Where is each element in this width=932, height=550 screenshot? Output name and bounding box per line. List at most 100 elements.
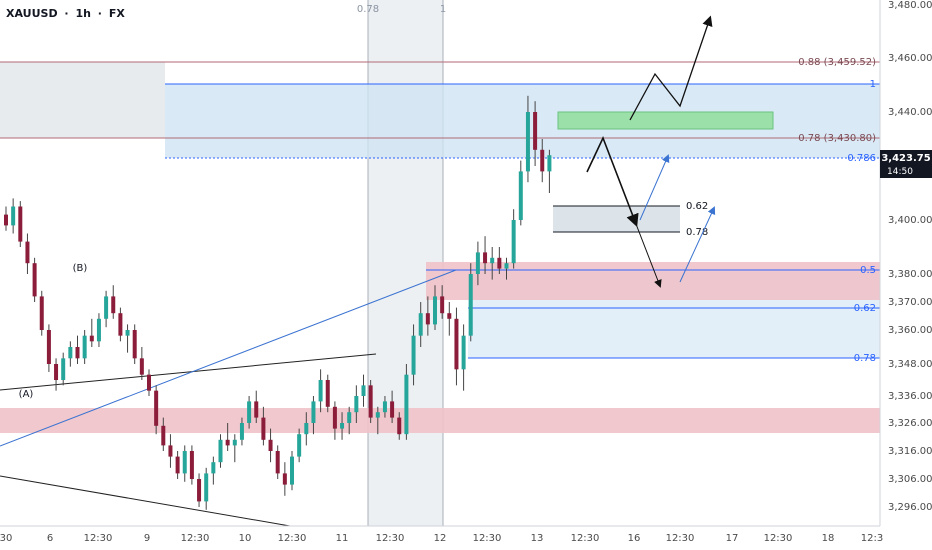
candle-body	[125, 330, 130, 336]
candle-body	[46, 330, 51, 364]
time-tick-label: 16	[628, 533, 641, 544]
candle-body	[54, 364, 59, 380]
fib-level-label: 0.786	[847, 153, 876, 164]
time-tick-label: 12	[434, 533, 447, 544]
time-tick-label: 12:30	[666, 533, 695, 544]
candle-body	[96, 318, 101, 342]
time-axis[interactable]: 30 6 12:30 9 12:30 10 12:30 11 12:30 12 12:30 13 12:…	[0, 533, 883, 544]
time-tick-label: 13	[531, 533, 544, 544]
candle-body	[540, 149, 545, 172]
candle-body	[104, 296, 109, 319]
candle-body	[197, 479, 202, 502]
candle-body	[368, 385, 373, 418]
candle-body	[175, 456, 180, 474]
fib-level-label: 0.62	[854, 303, 876, 314]
candle-body	[390, 401, 395, 418]
time-tick-label: 12:30	[571, 533, 600, 544]
candle-body	[297, 434, 302, 457]
candle-body	[490, 257, 495, 264]
candle-body	[382, 401, 387, 413]
blue-trendline	[0, 269, 457, 447]
candle-body	[375, 412, 380, 418]
candle-body	[254, 401, 259, 418]
time-tick-label: 18	[822, 533, 835, 544]
candle-body	[454, 318, 459, 370]
candle-body	[497, 257, 502, 269]
time-tick-label: 12:30	[376, 533, 405, 544]
time-tick-label: 12:30	[764, 533, 793, 544]
candle-body	[268, 439, 273, 451]
candle-body	[89, 335, 94, 342]
candle-body	[290, 456, 294, 485]
symbol-sep: ·	[64, 7, 68, 20]
price-tick-label: 3,326.00	[888, 418, 932, 429]
price-tick-label: 3,380.00	[888, 269, 932, 280]
bear-scenario-arrow	[586, 135, 639, 227]
time-tick-label: 12:30	[473, 533, 502, 544]
symbol-name: XAUUSD	[6, 7, 58, 20]
candle-body	[75, 347, 80, 359]
price-tick-label: 3,460.00	[888, 53, 932, 64]
target-zone	[557, 111, 774, 130]
candle-body	[468, 274, 473, 336]
candle-body	[440, 296, 445, 314]
price-axis-bg[interactable]	[880, 0, 932, 526]
candle-body	[18, 206, 23, 242]
channel-upper-line	[0, 353, 377, 391]
candle-body	[25, 241, 30, 264]
annotations-layer: (A) (B)	[19, 15, 716, 400]
candle-body	[39, 296, 44, 330]
demand-zone-lower	[0, 408, 880, 433]
candle-body	[518, 171, 523, 220]
time-tick-label: 10	[239, 533, 252, 544]
time-tick-label: 12:30	[278, 533, 307, 544]
channel-lower-line	[0, 475, 291, 527]
candle-body	[411, 335, 416, 375]
price-tick-label: 3,316.00	[888, 446, 932, 457]
time-axis-bg[interactable]	[0, 526, 932, 550]
candle-body	[347, 412, 352, 423]
fib-level-label: 0.5	[860, 265, 876, 276]
fib-level-label: 0.88 (3,459.52)	[798, 57, 876, 68]
fib-level-label: 1	[870, 79, 876, 90]
candles-layer	[4, 95, 552, 510]
symbol-header[interactable]: XAUUSD · 1h · FX	[6, 7, 125, 20]
time-tick-label: 12:30	[181, 533, 210, 544]
price-tick-label: 3,296.00	[888, 502, 932, 513]
candle-body	[275, 451, 280, 474]
wave-label: (B)	[73, 263, 88, 274]
candle-body	[32, 263, 37, 297]
price-tick-label: 3,480.00	[888, 0, 932, 11]
candle-body	[461, 335, 466, 370]
candle-body	[239, 423, 244, 440]
price-tick-label: 3,348.00	[888, 359, 932, 370]
blue-bounce-arrow-2	[679, 206, 716, 283]
candle-body	[511, 220, 516, 264]
candle-body	[318, 380, 323, 402]
candle-body	[189, 451, 194, 479]
candle-body	[168, 445, 173, 457]
price-tick-label: 3,336.00	[888, 391, 932, 402]
symbol-interval: 1h	[75, 7, 91, 20]
candle-body	[139, 358, 144, 375]
candle-body	[118, 313, 123, 336]
candle-body	[433, 296, 437, 325]
candle-body	[504, 263, 509, 269]
candle-body	[397, 417, 402, 435]
candle-body	[533, 112, 538, 150]
candle-body	[161, 425, 166, 446]
symbol-source: FX	[109, 7, 126, 20]
time-tick-label: 30	[0, 533, 12, 544]
time-tick-label: 17	[726, 533, 739, 544]
symbol-sep-2: ·	[98, 7, 102, 20]
candle-body	[261, 417, 266, 440]
fib-time-label: 0.78	[357, 4, 379, 15]
candle-body	[304, 423, 309, 435]
levels-layer: 0.88 (3,459.52) 1 0.78 (3,430.80) 0.786 0.5 0…	[0, 4, 880, 364]
box-level-label: 0.78	[686, 227, 708, 238]
last-price-tag: 3,423.75 14:50	[880, 150, 932, 178]
candle-body	[447, 313, 452, 319]
price-tick-label: 3,370.00	[888, 297, 932, 308]
